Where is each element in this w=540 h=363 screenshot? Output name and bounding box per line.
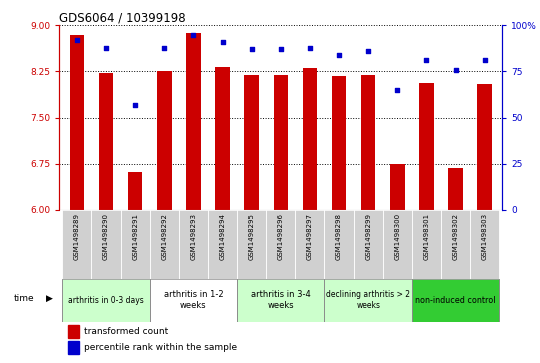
Point (102, 45, 110, 50)
Bar (157, 72, 172, 210)
Bar (412, 279, 500, 322)
Bar (186, 33, 201, 210)
Text: GSM1498294: GSM1498294 (220, 213, 226, 260)
Bar (62, 210, 91, 279)
Bar (62, 279, 150, 322)
Text: GSM1498299: GSM1498299 (365, 213, 371, 260)
Point (306, 45, 314, 50)
Bar (390, 164, 404, 210)
Point (451, 67, 460, 73)
Bar (150, 210, 179, 279)
Text: ▶: ▶ (46, 294, 53, 303)
Bar (419, 82, 434, 210)
Point (335, 52, 343, 58)
Text: GSM1498295: GSM1498295 (248, 213, 255, 260)
Text: GSM1498289: GSM1498289 (74, 213, 80, 260)
Text: declining arthritis > 2
weeks: declining arthritis > 2 weeks (326, 290, 410, 310)
Bar (354, 210, 383, 279)
Text: GSM1498297: GSM1498297 (307, 213, 313, 260)
Text: arthritis in 0-3 days: arthritis in 0-3 days (68, 295, 144, 305)
Text: percentile rank within the sample: percentile rank within the sample (84, 343, 237, 352)
Bar (325, 210, 354, 279)
Text: GSM1498293: GSM1498293 (191, 213, 197, 260)
Text: GSM1498301: GSM1498301 (423, 213, 429, 260)
Point (131, 102, 139, 107)
Bar (99, 73, 113, 210)
Bar (237, 210, 266, 279)
Bar (215, 67, 230, 210)
Point (276, 46, 285, 52)
Bar (128, 172, 143, 210)
Text: GSM1498292: GSM1498292 (161, 213, 167, 260)
Bar (325, 279, 412, 322)
Bar (70, 34, 84, 210)
Text: arthritis in 1-2
weeks: arthritis in 1-2 weeks (164, 290, 223, 310)
Text: GSM1498296: GSM1498296 (278, 213, 284, 260)
Point (160, 45, 168, 50)
Text: GSM1498302: GSM1498302 (453, 213, 458, 260)
Point (189, 32, 198, 37)
Bar (245, 74, 259, 210)
Text: GSM1498291: GSM1498291 (132, 213, 138, 260)
Bar (68, 325, 79, 338)
Bar (383, 210, 412, 279)
Bar (237, 279, 325, 322)
Point (393, 87, 402, 93)
Bar (302, 68, 317, 210)
Text: GSM1498298: GSM1498298 (336, 213, 342, 260)
Text: GSM1498290: GSM1498290 (103, 213, 109, 260)
Point (481, 57, 489, 63)
Bar (470, 210, 500, 279)
Bar (179, 210, 208, 279)
Bar (208, 210, 237, 279)
Text: transformed count: transformed count (84, 327, 168, 336)
Bar (441, 210, 470, 279)
Bar (274, 74, 288, 210)
Bar (295, 210, 325, 279)
Point (422, 57, 431, 63)
Bar (91, 210, 120, 279)
Bar (150, 279, 237, 322)
Text: GSM1498303: GSM1498303 (482, 213, 488, 260)
Bar (332, 76, 346, 210)
Bar (120, 210, 150, 279)
Bar (266, 210, 295, 279)
Bar (477, 84, 492, 210)
Bar (448, 168, 463, 210)
Bar (412, 210, 441, 279)
Point (247, 46, 256, 52)
Text: time: time (14, 294, 34, 303)
Bar (361, 74, 375, 210)
Bar (68, 341, 79, 354)
Text: GDS6064 / 10399198: GDS6064 / 10399198 (59, 11, 186, 24)
Point (218, 39, 227, 45)
Text: arthritis in 3-4
weeks: arthritis in 3-4 weeks (251, 290, 310, 310)
Text: GSM1498300: GSM1498300 (394, 213, 400, 260)
Text: non-induced control: non-induced control (415, 295, 496, 305)
Point (72, 37, 81, 43)
Point (364, 48, 373, 54)
